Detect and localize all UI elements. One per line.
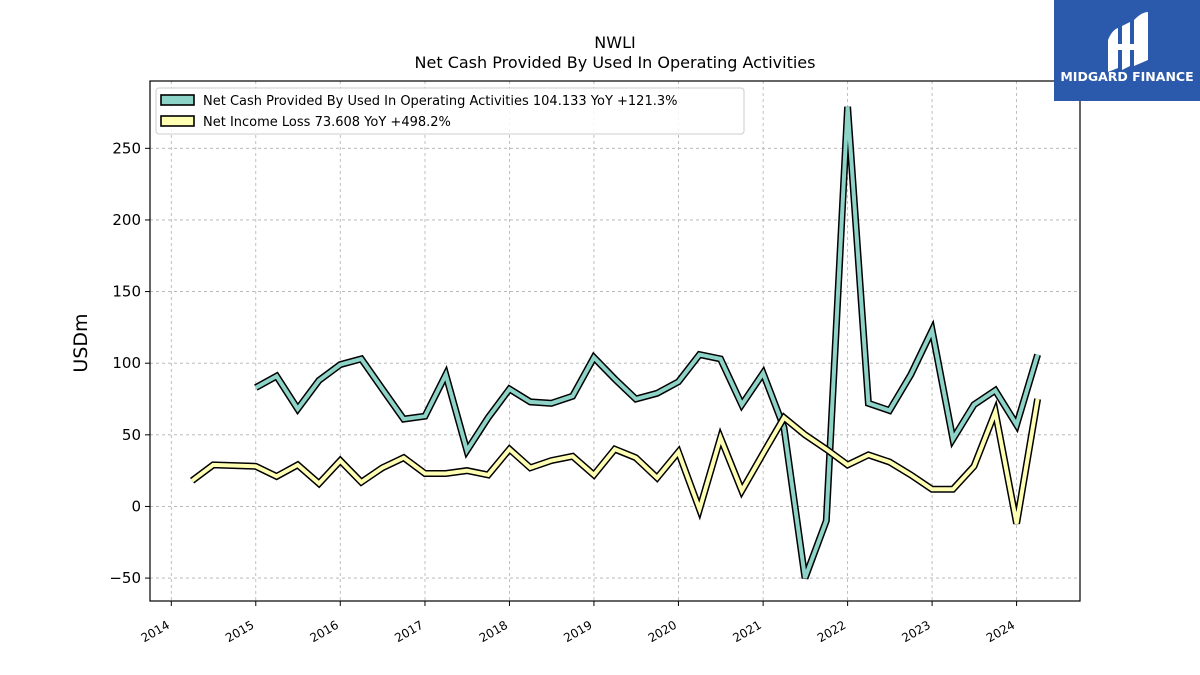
gridlines (150, 81, 1080, 601)
x-tick-label: 2014 (139, 618, 172, 645)
logo-mark-icon (1108, 12, 1148, 72)
series-layer (190, 106, 1042, 580)
brand-logo: MIDGARD FINANCE (1054, 0, 1200, 101)
y-tick-label: 50 (122, 426, 141, 444)
y-tick-label: 0 (131, 497, 141, 515)
x-tick-label: 2023 (899, 618, 932, 645)
series-0-line (254, 106, 1040, 579)
y-tick-label: 200 (112, 211, 141, 229)
series-0 (254, 106, 1041, 580)
chart-title: NWLI (594, 33, 635, 52)
plot-background (150, 81, 1080, 601)
chart-subtitle: Net Cash Provided By Used In Operating A… (415, 53, 816, 72)
x-tick-label: 2022 (815, 618, 848, 645)
legend-label-operating-cash: Net Cash Provided By Used In Operating A… (203, 94, 677, 109)
x-tick-label: 2024 (984, 618, 1017, 645)
y-tick-label: 250 (112, 139, 141, 157)
series-1 (190, 398, 1042, 525)
series-1-line (190, 398, 1040, 524)
legend: Net Cash Provided By Used In Operating A… (155, 87, 745, 135)
legend-box (155, 87, 745, 135)
x-tick-label: 2015 (223, 618, 256, 645)
legend-swatch-operating-cash (160, 94, 195, 106)
x-tick-label: 2016 (308, 618, 341, 645)
x-tick-label: 2018 (477, 618, 510, 645)
x-tick-label: 2019 (561, 618, 594, 645)
logo-text: MIDGARD FINANCE (1060, 69, 1193, 84)
y-tick-label: −50 (109, 569, 141, 587)
plot-area (149, 80, 1081, 602)
x-tick-label: 2017 (392, 618, 425, 645)
legend-label-net-income: Net Income Loss 73.608 YoY +498.2% (203, 115, 451, 130)
legend-swatch-net-income (160, 115, 195, 127)
x-tick-label: 2021 (730, 618, 763, 645)
y-tick-label: 150 (112, 283, 141, 301)
plot-frame (149, 80, 1081, 602)
x-tick-label: 2020 (646, 618, 679, 645)
y-tick-label: 100 (112, 354, 141, 372)
y-axis-label: USDm (70, 313, 92, 372)
